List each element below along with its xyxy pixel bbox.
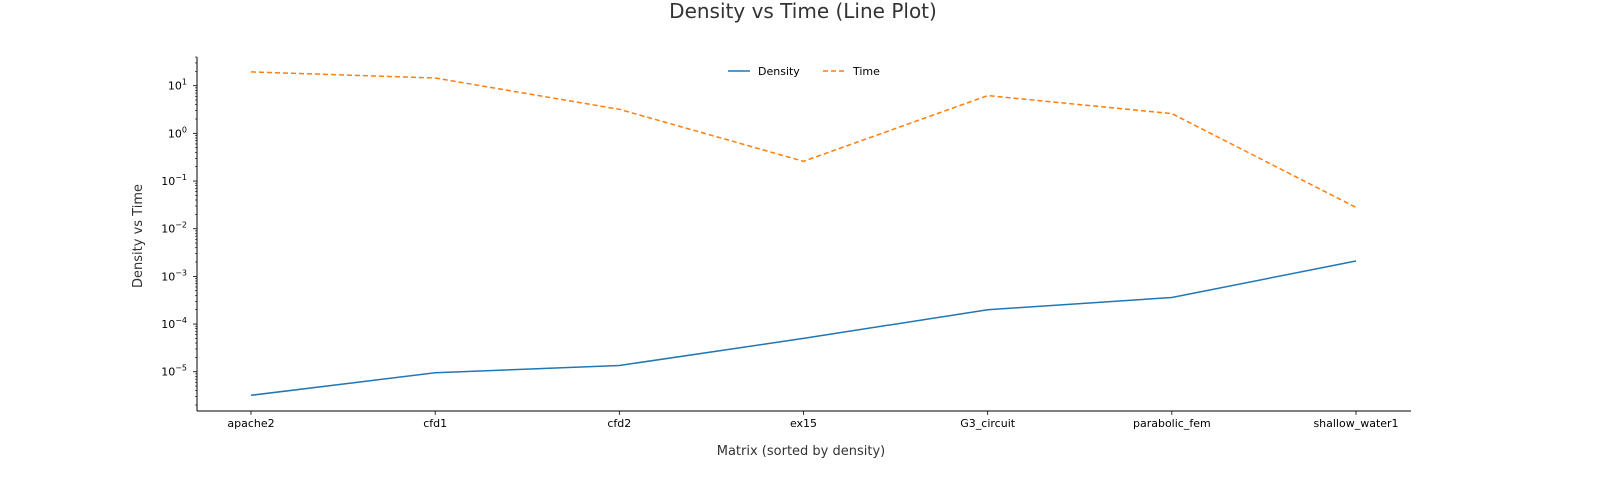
x-tick-label: ex15 bbox=[790, 417, 817, 430]
series-lines bbox=[250, 71, 1357, 397]
x-axis-label: Matrix (sorted by density) bbox=[717, 444, 886, 459]
x-tick-label: cfd1 bbox=[423, 417, 447, 430]
y-tick-label: 10−2 bbox=[161, 221, 187, 236]
y-tick-label: 10−4 bbox=[161, 316, 187, 331]
x-tick-label: G3_circuit bbox=[960, 417, 1015, 430]
y-tick-label: 100 bbox=[168, 125, 187, 140]
series-line-density bbox=[250, 260, 1357, 397]
x-tick-label: parabolic_fem bbox=[1133, 417, 1211, 430]
y-axis-label: Density vs Time bbox=[131, 184, 146, 288]
x-axis-ticks: apache2 cfd1 cfd2 ex15 G3_circuit parabolic_f… bbox=[227, 411, 1399, 430]
series-line-time bbox=[250, 71, 1357, 209]
chart-title: Density vs Time (Line Plot) bbox=[669, 0, 937, 23]
x-tick-label: cfd2 bbox=[607, 417, 631, 430]
legend-label-density: Density bbox=[758, 65, 800, 78]
y-tick-label: 10−3 bbox=[161, 268, 187, 283]
legend: Density Time bbox=[728, 65, 880, 78]
y-axis-ticks: 101 100 10−1 10−2 10−3 10−4 10−5 bbox=[161, 56, 197, 406]
y-tick-label: 101 bbox=[168, 78, 187, 93]
y-tick-label: 10−1 bbox=[161, 173, 187, 188]
x-tick-label: apache2 bbox=[227, 417, 274, 430]
axes bbox=[196, 57, 1411, 412]
legend-label-time: Time bbox=[852, 65, 880, 78]
y-tick-label: 10−5 bbox=[161, 364, 187, 379]
x-tick-label: shallow_water1 bbox=[1313, 417, 1398, 430]
